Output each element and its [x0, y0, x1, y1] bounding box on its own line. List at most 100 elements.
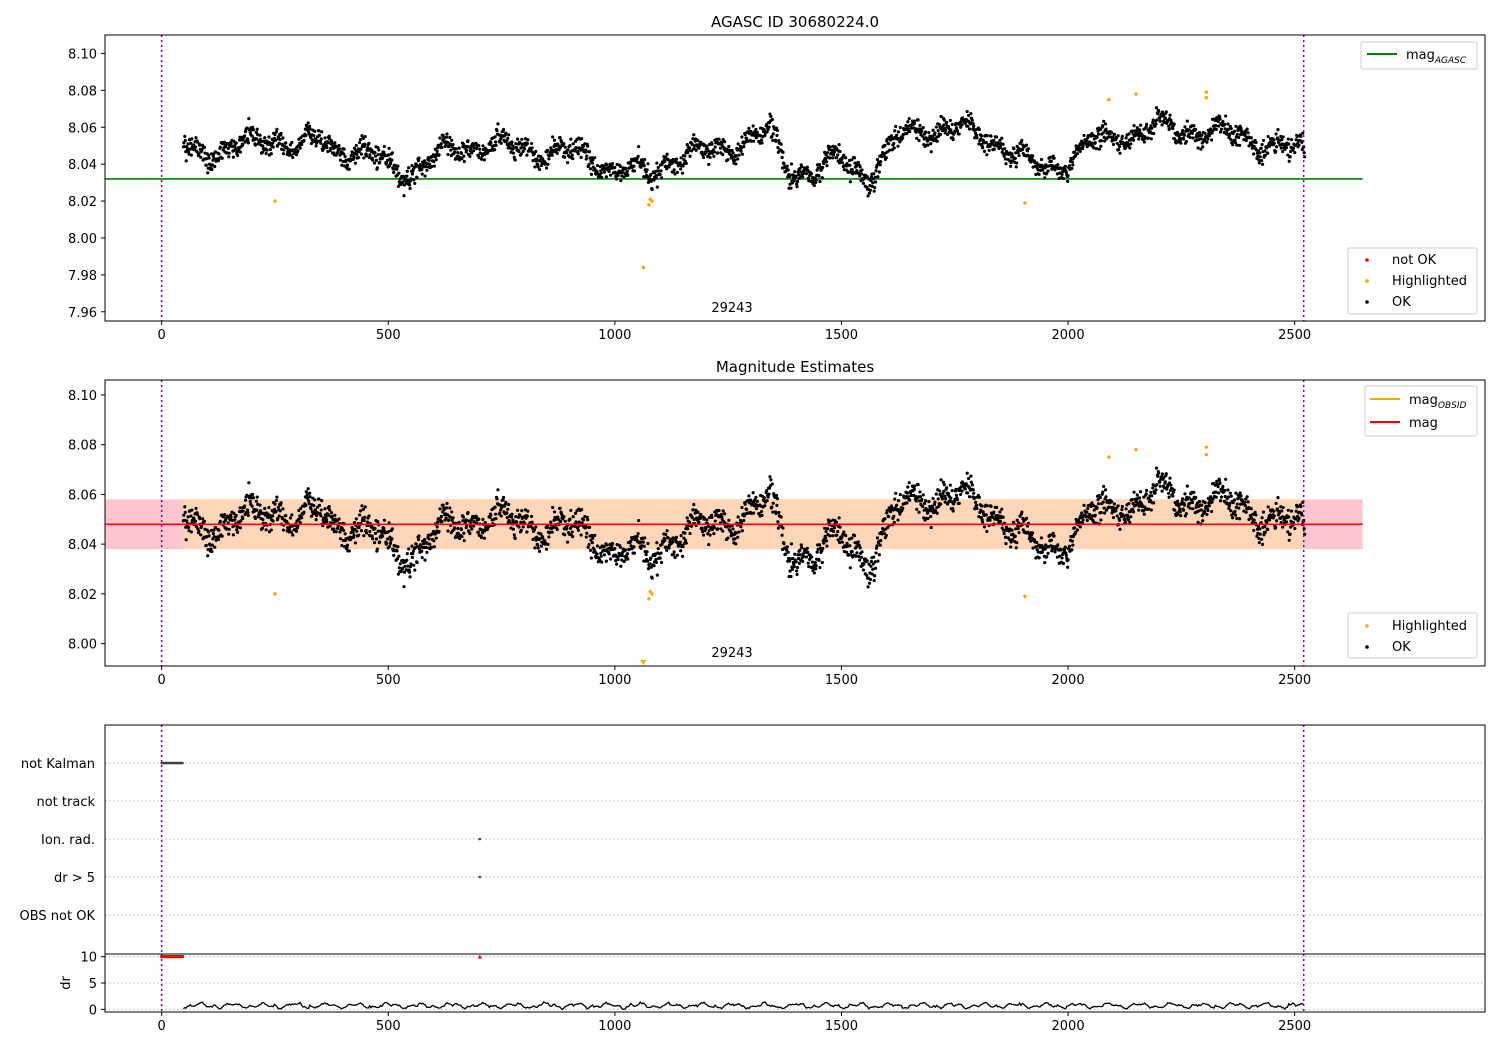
ok-point [608, 173, 613, 177]
ok-point [1257, 540, 1261, 545]
ok-point [319, 141, 323, 145]
ok-point [681, 164, 685, 168]
ok-point [1096, 502, 1101, 506]
ok-point [957, 501, 961, 505]
ok-point [806, 550, 810, 554]
ok-point [648, 177, 652, 181]
ok-point [869, 559, 873, 564]
ok-point [1163, 116, 1167, 120]
ok-point [858, 174, 862, 178]
ok-point [426, 155, 430, 160]
ok-point [1090, 141, 1095, 145]
ok-point [1001, 142, 1005, 146]
ok-point [211, 531, 215, 536]
ok-point [656, 165, 660, 170]
ok-point [1046, 551, 1050, 555]
ok-point [950, 122, 954, 127]
ok-point [555, 527, 559, 532]
ok-point [558, 136, 562, 140]
ok-point [1160, 489, 1164, 493]
ok-point [866, 585, 870, 589]
ok-point [565, 526, 569, 531]
highlighted-point [647, 203, 651, 207]
line-legend: magAGASC [1360, 41, 1478, 70]
ok-point [233, 518, 237, 522]
ok-point [1246, 131, 1250, 135]
ok-point [563, 533, 567, 537]
ok-point [708, 515, 712, 520]
ok-point [637, 518, 641, 523]
ok-point [551, 135, 555, 139]
ok-point [1209, 127, 1213, 131]
ok-point [875, 544, 879, 548]
ok-point [1164, 472, 1168, 476]
ok-point [507, 502, 511, 507]
ok-point [873, 566, 878, 570]
ok-point [705, 144, 709, 148]
ok-point [1017, 153, 1021, 158]
ok-point [946, 124, 951, 129]
ok-point [936, 128, 940, 133]
ok-point [544, 541, 548, 545]
ok-point [409, 562, 413, 566]
ok-point [415, 560, 419, 565]
ok-point [337, 147, 342, 151]
ok-point [234, 147, 238, 151]
ok-point [263, 136, 267, 140]
ok-point [821, 165, 825, 170]
ok-point [299, 506, 303, 511]
ok-point [1258, 151, 1262, 155]
ok-point [599, 551, 603, 555]
ok-point [216, 537, 221, 541]
ok-point [1175, 499, 1180, 504]
ok-point [892, 514, 896, 518]
ok-point [988, 144, 992, 148]
ok-point [264, 151, 268, 156]
ok-point [740, 152, 744, 156]
ok-point [1252, 528, 1256, 533]
ok-point [281, 507, 285, 511]
ok-point [1085, 145, 1089, 149]
ok-point [1039, 157, 1044, 162]
ok-point [441, 510, 445, 514]
ok-point [755, 130, 759, 135]
ok-point [923, 501, 927, 505]
ok-point [258, 503, 262, 507]
ok-point [912, 487, 916, 492]
ok-point [765, 489, 769, 493]
highlighted-point [1204, 452, 1208, 457]
ok-point [444, 516, 448, 520]
ok-point [865, 573, 869, 577]
ok-point [579, 533, 583, 537]
ok-point [671, 160, 675, 165]
ok-point [796, 173, 801, 177]
ok-point [1233, 509, 1237, 514]
ok-point [1256, 524, 1260, 529]
ok-point [1124, 507, 1128, 511]
ok-point [1229, 126, 1233, 131]
ok-point [1171, 494, 1175, 498]
ok-point [1154, 122, 1158, 126]
ok-point [227, 532, 231, 536]
ok-point [1130, 129, 1134, 133]
ok-point [587, 162, 591, 167]
ok-point [325, 146, 329, 150]
ok-point [1117, 144, 1122, 149]
ok-point [774, 511, 778, 516]
ok-point [440, 145, 444, 150]
ok-point [392, 553, 396, 557]
ok-point [1176, 512, 1180, 516]
ok-point [637, 145, 641, 149]
ok-point [1111, 515, 1116, 520]
ok-point [319, 137, 323, 141]
ok-point [985, 153, 989, 157]
ok-point [375, 166, 379, 170]
ok-point [1197, 499, 1202, 504]
ok-point [260, 150, 264, 154]
ok-point [762, 496, 766, 500]
ok-point [209, 528, 214, 532]
ok-point [616, 173, 620, 178]
ok-point [229, 515, 233, 519]
ok-point [727, 144, 731, 149]
